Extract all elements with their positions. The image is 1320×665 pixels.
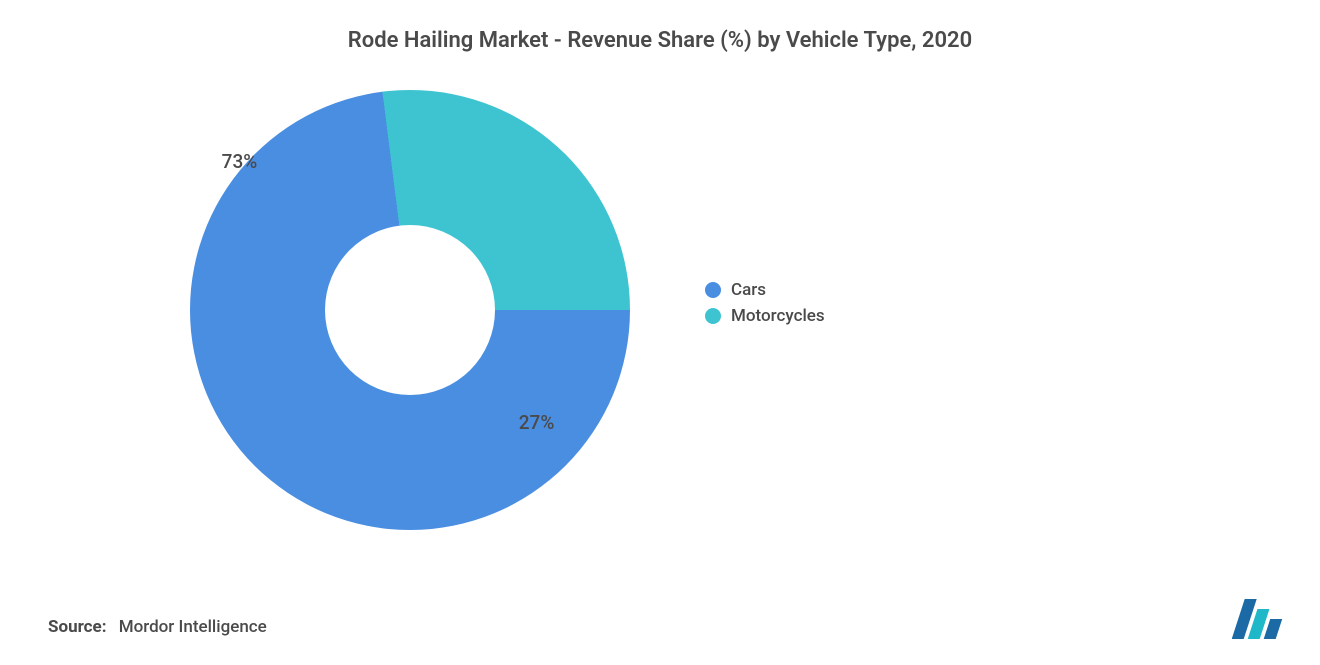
legend-item-cars: Cars [705, 280, 825, 300]
source-line: Source: Mordor Intelligence [48, 617, 267, 637]
chart-title: Rode Hailing Market - Revenue Share (%) … [0, 28, 1320, 53]
slice-label-cars: 73% [222, 150, 258, 173]
source-label: Source: [48, 617, 106, 637]
donut-hole [325, 225, 495, 395]
source-text: Mordor Intelligence [119, 617, 267, 637]
legend: Cars Motorcycles [705, 280, 825, 332]
legend-item-motorcycles: Motorcycles [705, 306, 825, 326]
brand-logo-icon [1232, 595, 1290, 643]
slice-label-motorcycles: 27% [519, 411, 555, 434]
donut-chart: 73% 27% [190, 90, 630, 530]
legend-label-cars: Cars [731, 280, 766, 300]
legend-label-motorcycles: Motorcycles [731, 306, 825, 326]
legend-swatch-cars [705, 282, 721, 298]
legend-swatch-motorcycles [705, 308, 721, 324]
